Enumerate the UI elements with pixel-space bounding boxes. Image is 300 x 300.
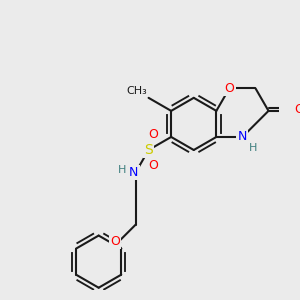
Text: O: O bbox=[148, 159, 158, 172]
Text: O: O bbox=[224, 82, 234, 95]
Text: O: O bbox=[148, 128, 158, 141]
Text: N: N bbox=[129, 166, 138, 179]
Text: N: N bbox=[238, 130, 247, 143]
Text: H: H bbox=[118, 165, 126, 175]
Text: S: S bbox=[144, 143, 153, 157]
Text: H: H bbox=[249, 143, 257, 154]
Text: CH₃: CH₃ bbox=[126, 86, 147, 96]
Text: O: O bbox=[110, 235, 120, 248]
Text: O: O bbox=[294, 103, 300, 116]
